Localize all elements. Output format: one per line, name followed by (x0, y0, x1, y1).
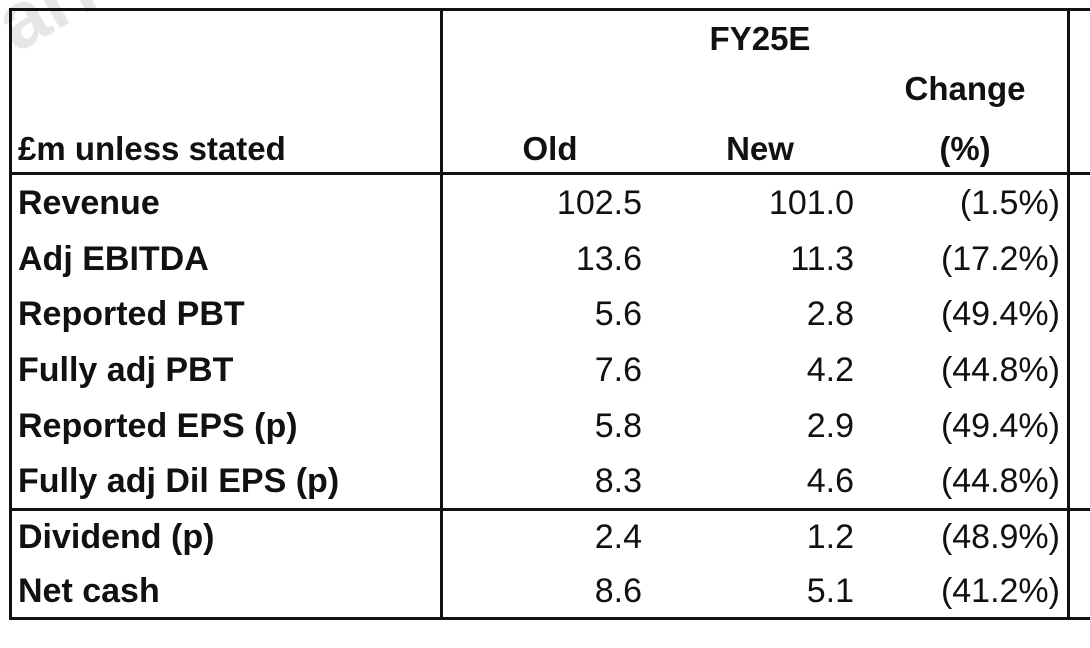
change-heading-line2: (%) (939, 130, 991, 167)
new-value: 101.0 (768, 184, 854, 222)
old-value: 2.4 (594, 518, 642, 556)
change-value: (44.8%) (940, 351, 1060, 389)
row-label: Reported EPS (p) (18, 407, 298, 445)
row-label: Net cash (18, 572, 160, 610)
old-value: 5.6 (594, 295, 642, 333)
period-heading: FY25E (709, 20, 811, 57)
change-value: (49.4%) (940, 407, 1060, 445)
change-heading-line1: Change (904, 70, 1026, 107)
row-label: Adj EBITDA (18, 240, 209, 278)
old-value: 8.3 (594, 462, 642, 500)
change-value: (41.2%) (940, 572, 1060, 610)
new-heading: New (726, 130, 794, 167)
row-label: Fully adj Dil EPS (p) (18, 462, 340, 500)
forecast-table (9, 8, 1090, 620)
row-label: Fully adj PBT (18, 351, 234, 389)
change-value: (17.2%) (940, 240, 1060, 278)
row-label: Dividend (p) (18, 518, 215, 556)
new-value: 1.2 (806, 518, 854, 556)
new-value: 11.3 (790, 240, 854, 278)
divider-dividend (9, 508, 1090, 511)
row-label: Reported PBT (18, 295, 245, 333)
new-value: 5.1 (806, 572, 854, 610)
change-value: (1.5%) (959, 184, 1060, 222)
change-value: (48.9%) (940, 518, 1060, 556)
row-label: Revenue (18, 184, 160, 222)
divider-label-column (440, 8, 443, 620)
divider-header (9, 172, 1090, 175)
new-value: 2.8 (806, 295, 854, 333)
row-label-heading: £m unless stated (18, 130, 286, 167)
old-value: 102.5 (556, 184, 642, 222)
change-value: (44.8%) (940, 462, 1060, 500)
old-value: 7.6 (594, 351, 642, 389)
new-value: 4.2 (806, 351, 854, 389)
divider-change-column (1067, 8, 1070, 620)
old-heading: Old (522, 130, 578, 167)
old-value: 5.8 (594, 407, 642, 445)
new-value: 4.6 (806, 462, 854, 500)
old-value: 8.6 (594, 572, 642, 610)
change-value: (49.4%) (940, 295, 1060, 333)
old-value: 13.6 (575, 240, 642, 278)
new-value: 2.9 (806, 407, 854, 445)
